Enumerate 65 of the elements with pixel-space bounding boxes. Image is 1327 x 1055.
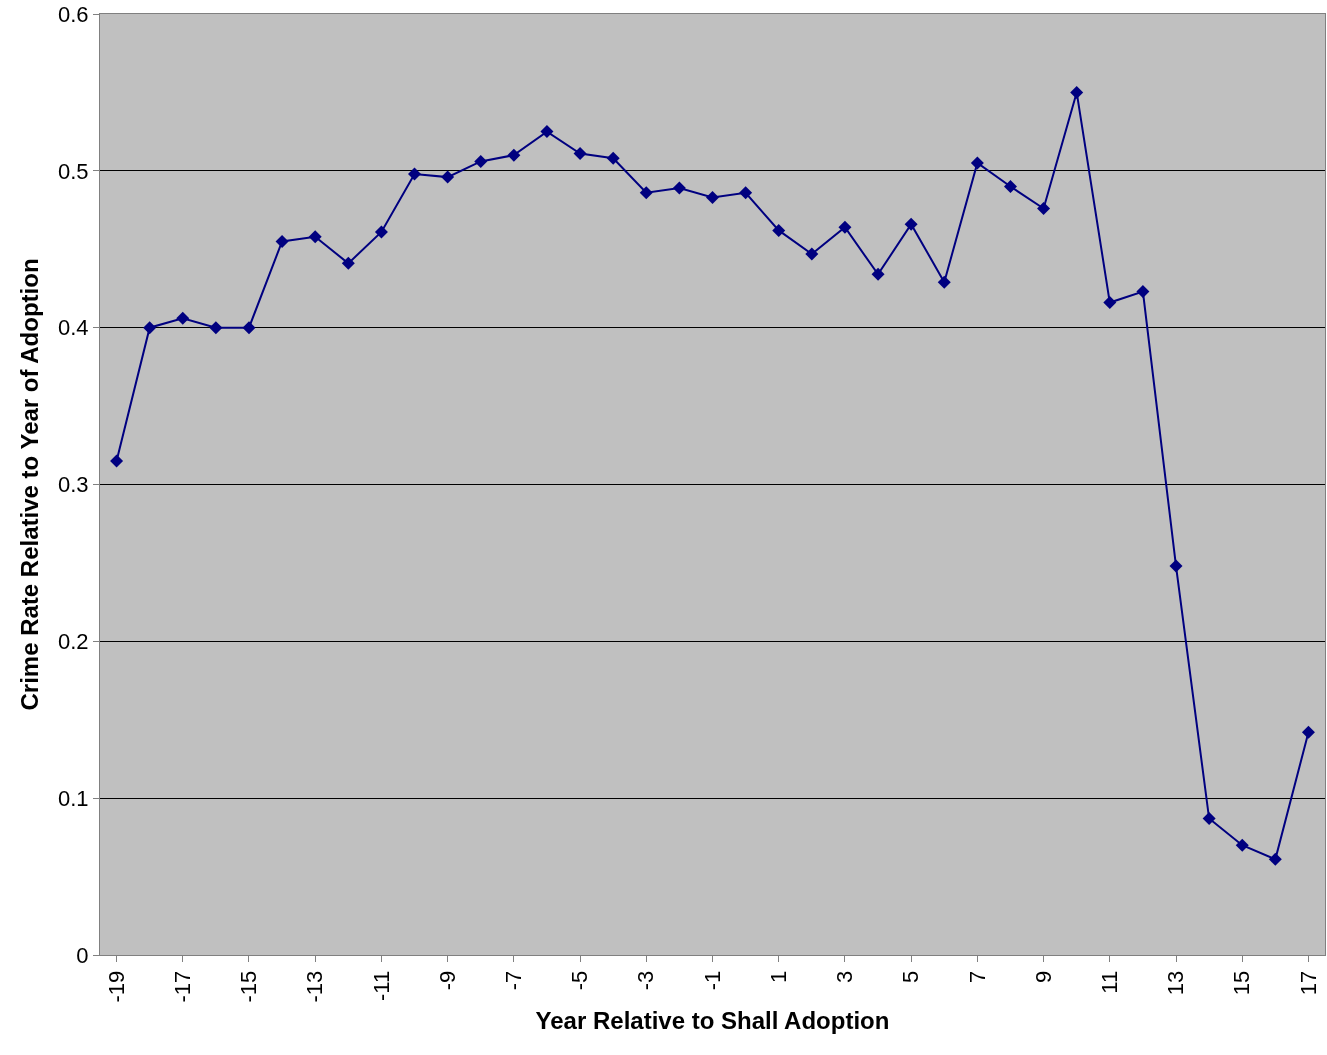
point: [1103, 296, 1117, 310]
point: [275, 234, 289, 248]
point: [1037, 201, 1051, 215]
x-tick-label: 7: [964, 970, 990, 984]
point: [143, 321, 157, 335]
y-tick-label: 0.6: [58, 1, 89, 27]
point: [176, 311, 190, 325]
point: [1268, 852, 1282, 866]
point: [904, 217, 918, 231]
point: [573, 147, 587, 161]
point: [474, 154, 488, 168]
x-tick-label: 5: [898, 970, 924, 984]
y-tick-label: 0.3: [58, 472, 89, 498]
point: [672, 181, 686, 195]
point: [1003, 180, 1017, 194]
point: [706, 191, 719, 204]
y-tick-label: 0.1: [58, 785, 89, 811]
point: [408, 167, 422, 181]
point: [838, 220, 852, 234]
x-axis-title: Year Relative to Shall Adoption: [535, 1006, 890, 1034]
x-tick-label: 15: [1229, 970, 1255, 996]
x-tick-label: -1: [699, 970, 725, 991]
point: [1169, 559, 1183, 573]
point: [441, 170, 455, 184]
x-tick-label: -11: [368, 970, 394, 1001]
point: [1070, 85, 1084, 99]
x-tick-label: 11: [1096, 970, 1122, 994]
x-tick-label: 17: [1295, 970, 1321, 996]
x-tick-label: -15: [236, 970, 262, 1003]
point: [374, 225, 388, 239]
x-tick-label: -17: [169, 970, 195, 1003]
y-tick-label: 0.2: [58, 629, 89, 655]
point: [739, 186, 753, 200]
x-tick-label: -3: [633, 970, 659, 991]
point: [110, 454, 124, 468]
x-tick-label: -5: [567, 970, 593, 991]
point: [341, 256, 355, 270]
x-tick-label: 1: [765, 970, 791, 984]
point: [1136, 285, 1150, 299]
y-tick-label: 0: [76, 942, 89, 968]
point: [871, 267, 885, 281]
y-tick-label: 0.4: [58, 315, 89, 341]
x-tick-label: -13: [302, 970, 328, 1003]
point: [772, 223, 786, 237]
point: [1301, 725, 1315, 739]
x-tick-label: -7: [501, 970, 526, 991]
x-tick-label: 13: [1163, 970, 1189, 996]
point: [540, 125, 554, 139]
point: [209, 321, 223, 335]
point: [308, 230, 322, 244]
point: [1235, 838, 1249, 852]
point: [805, 247, 819, 261]
x-tick-label: -9: [434, 970, 460, 991]
y-tick-label: 0.5: [58, 158, 89, 184]
point: [606, 151, 620, 165]
point: [937, 275, 951, 289]
point: [242, 321, 256, 335]
point: [1202, 812, 1216, 826]
point: [970, 156, 984, 170]
x-tick-label: 9: [1030, 970, 1056, 984]
point: [507, 148, 521, 162]
point: [639, 186, 653, 200]
y-axis-title: Crime Rate Relative to Year of Adoption: [16, 258, 44, 711]
x-tick-label: -19: [103, 970, 129, 1003]
x-tick-label: 3: [832, 970, 858, 984]
